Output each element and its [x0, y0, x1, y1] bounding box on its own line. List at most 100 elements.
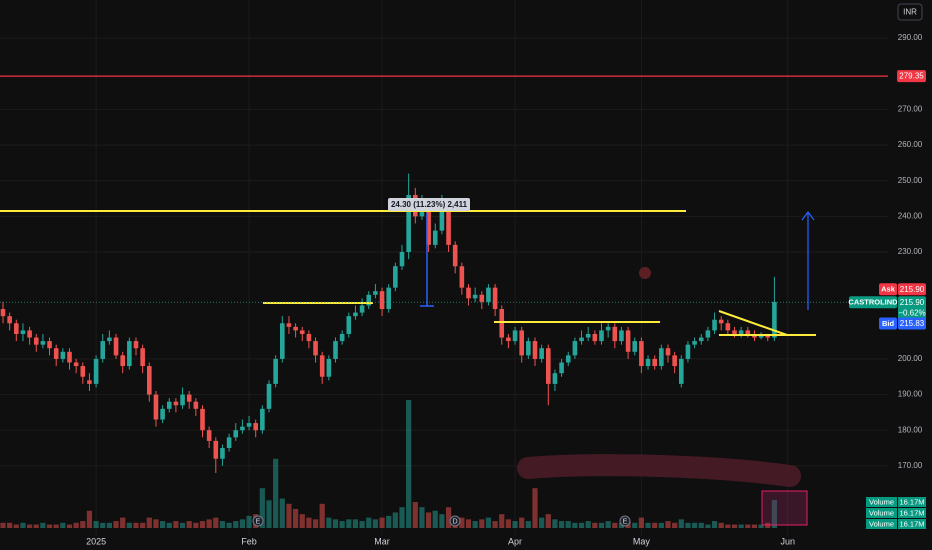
candle-body: [233, 430, 239, 438]
volume-bar: [140, 522, 146, 528]
legend-name-box: [866, 519, 897, 529]
volume-bar: [73, 522, 79, 528]
candle-body: [127, 341, 132, 367]
currency-box[interactable]: [897, 3, 923, 21]
volume-bar: [386, 515, 392, 528]
candle-body: [60, 351, 66, 359]
volume-bar: [685, 522, 691, 528]
volume-bar: [259, 488, 265, 528]
volume-bar: [392, 512, 398, 528]
volume-bar: [711, 521, 718, 528]
legend-name: Volume: [869, 508, 894, 517]
candle-body: [33, 337, 39, 345]
y-tick-label: 180.00: [898, 425, 923, 434]
candle-body: [559, 362, 564, 374]
candle-body: [366, 294, 372, 306]
candle-body: [346, 316, 352, 334]
volume-bar: [199, 521, 206, 528]
volume-bar: [505, 519, 511, 528]
volume-bar: [239, 519, 245, 528]
candle-body: [253, 423, 258, 431]
price-tag-box: [898, 283, 926, 296]
price-tag-name: Ask: [881, 285, 896, 294]
volume-bar: [279, 498, 285, 528]
candle-body: [426, 202, 431, 245]
volume-bar: [718, 522, 724, 528]
candle-body: [406, 194, 411, 252]
volume-bar: [53, 524, 59, 528]
y-tick-label: 260.00: [898, 140, 923, 149]
candle-body: [672, 355, 677, 367]
candle-body: [738, 330, 744, 334]
candle-body: [186, 394, 192, 402]
candle-body: [479, 294, 485, 302]
legend-value: 16.17M: [899, 519, 924, 528]
currency[interactable]: INR: [903, 8, 917, 17]
volume-bar: [492, 521, 498, 528]
price-tag-value: 215.90: [900, 298, 925, 307]
candle-body: [80, 366, 86, 377]
volume-bar: [352, 519, 359, 528]
candle-body: [160, 408, 165, 420]
volume-bar: [731, 524, 738, 528]
volume-bar: [559, 521, 565, 528]
price-tag-box: [898, 296, 926, 320]
highlight: [517, 454, 801, 487]
volume-bar: [658, 522, 664, 528]
legend-name-box: [866, 508, 897, 518]
volume-bar: [598, 522, 605, 528]
volume-bar: [665, 521, 671, 528]
volume-bar: [193, 522, 199, 528]
volume-bar: [113, 521, 119, 528]
volume-bar: [565, 521, 571, 528]
candle-body: [772, 301, 777, 338]
y-tick-label: 250.00: [898, 176, 923, 185]
legend-value: 16.17M: [899, 508, 924, 517]
arrow-head: [801, 211, 815, 221]
volume-bar: [738, 524, 744, 528]
measure-tooltip: [388, 198, 470, 211]
price-tag-value: 215.83: [900, 319, 925, 328]
volume-bar: [20, 522, 26, 528]
legend-name: Volume: [869, 519, 894, 528]
highlight-box: [761, 490, 808, 526]
candle-body: [386, 287, 391, 310]
candle-body: [53, 348, 59, 359]
volume-bar: [698, 522, 704, 528]
candle-body: [306, 333, 312, 342]
volume-bar: [213, 517, 219, 528]
candle-body: [585, 333, 591, 338]
event-marker: [619, 515, 631, 527]
volume-bar: [751, 524, 758, 528]
legend-value-box: [898, 497, 926, 507]
candle-body: [506, 337, 511, 342]
candle-body: [333, 341, 338, 359]
volume-bar: [0, 522, 6, 528]
volume-bar: [306, 517, 312, 528]
candle-body: [166, 401, 172, 409]
volume-bar: [532, 488, 538, 528]
volume-bar: [160, 521, 166, 528]
x-tick-label: 2025: [86, 536, 106, 546]
candle-body: [546, 348, 551, 384]
candle-body: [266, 383, 272, 409]
event-label: E: [256, 518, 261, 525]
price-tag-name-box: [879, 283, 897, 296]
y-tick-label: 200.00: [898, 354, 923, 363]
candle-body: [147, 366, 152, 395]
volume-bar: [499, 514, 505, 528]
volume-bar: [339, 521, 345, 528]
candle-body: [665, 348, 671, 356]
candle-body: [499, 309, 505, 338]
candle-body: [679, 358, 684, 384]
candle-body: [645, 358, 651, 367]
candle-body: [718, 319, 724, 324]
volume-bar: [27, 524, 33, 528]
candle-body: [472, 294, 478, 299]
volume-bar: [485, 517, 492, 528]
candle-body: [612, 326, 618, 342]
candle-body: [632, 341, 638, 352]
candle-body: [592, 333, 598, 342]
volume-bar: [439, 514, 445, 528]
volume-bar: [612, 522, 618, 528]
